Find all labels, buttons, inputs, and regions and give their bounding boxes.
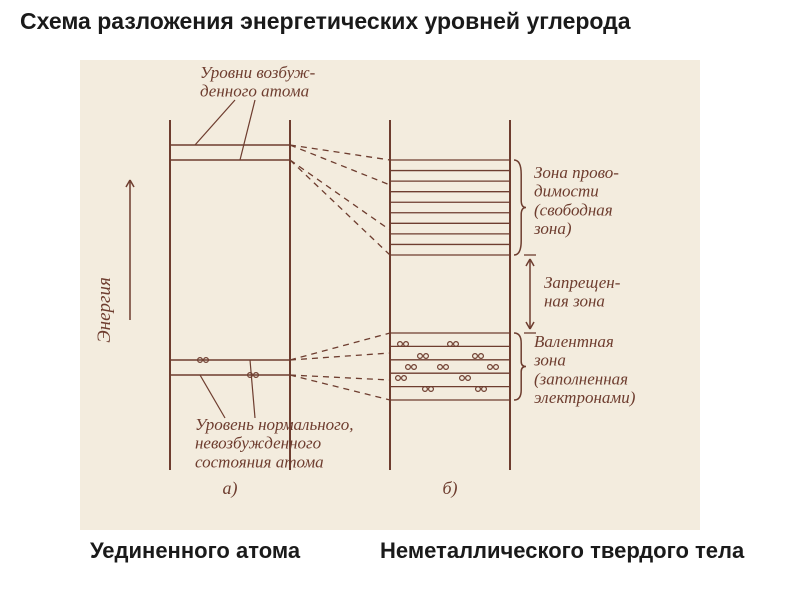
svg-text:б): б) [442, 478, 457, 499]
svg-text:зона): зона) [533, 219, 572, 238]
svg-text:состояния атома: состояния атома [195, 452, 324, 471]
energy-level-diagram: Энергия Уровни возбуж-денного атома Уровен… [80, 60, 700, 530]
svg-text:Запрещен-: Запрещен- [544, 273, 621, 292]
page-title: Схема разложения энергетических уровней … [20, 8, 631, 34]
svg-text:зона: зона [533, 351, 566, 370]
caption-left: Уединенного атома [90, 538, 300, 563]
svg-text:Уровень нормального,: Уровень нормального, [195, 415, 354, 434]
svg-text:(свободная: (свободная [534, 200, 613, 219]
svg-text:димости: димости [534, 182, 599, 201]
caption-right: Неметаллического твердого тела [380, 538, 744, 563]
svg-text:Уровни возбуж-: Уровни возбуж- [200, 63, 316, 82]
svg-text:Валентная: Валентная [534, 332, 614, 351]
svg-text:ная зона: ная зона [544, 292, 605, 311]
svg-text:денного атома: денного атома [200, 82, 309, 101]
svg-text:Зона прово-: Зона прово- [534, 163, 619, 182]
svg-text:(заполненная: (заполненная [534, 369, 628, 388]
svg-text:невозбужденного: невозбужденного [195, 434, 321, 453]
svg-text:а): а) [223, 478, 238, 499]
svg-text:Энергия: Энергия [94, 277, 115, 343]
svg-text:электронами): электронами) [534, 388, 636, 407]
